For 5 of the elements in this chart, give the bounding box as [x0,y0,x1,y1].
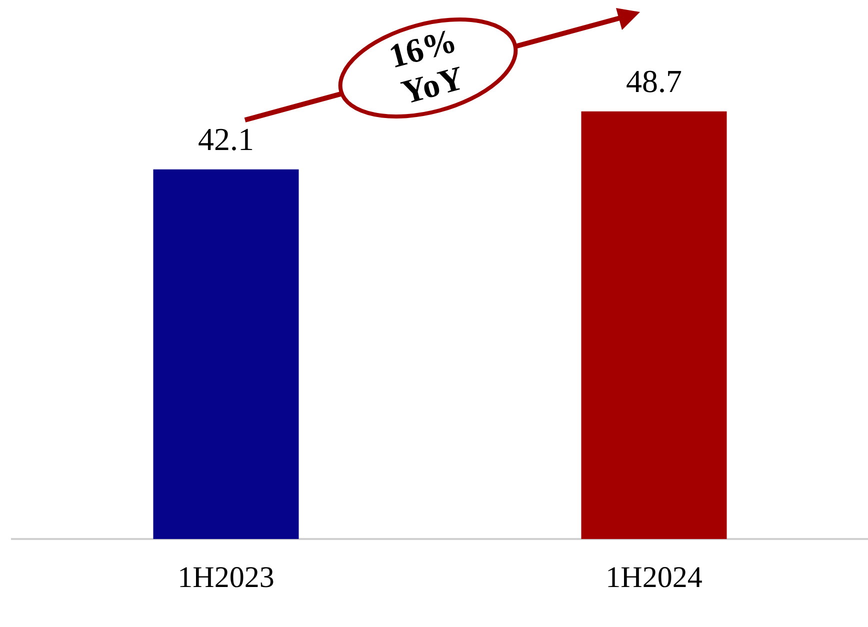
x-tick-label: 1H2024 [606,560,702,594]
annotation: 16% YoY [384,22,469,114]
data-label: 48.7 [626,62,682,99]
data-label: 42.1 [198,120,254,157]
x-tick-label: 1H2023 [178,560,274,594]
